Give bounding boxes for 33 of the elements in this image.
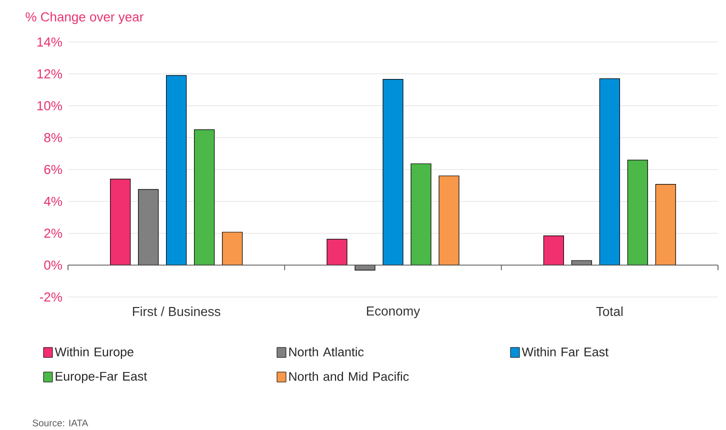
x-tick-label: Economy: [366, 306, 420, 318]
bar: [410, 163, 432, 266]
bar: [166, 75, 187, 266]
y-tick-label: 4%: [44, 196, 62, 206]
y-tick-label: 14%: [37, 37, 62, 47]
y-tick-label: 6%: [44, 164, 62, 174]
bar: [543, 235, 564, 266]
y-tick-label: 2%: [44, 228, 62, 238]
bar: [326, 238, 348, 266]
bar: [438, 176, 460, 266]
source-note: Source: IATA: [32, 420, 88, 426]
y-tick-label: 12%: [37, 69, 62, 78]
legend-label: Within Far East: [522, 347, 608, 356]
x-tick-label: First / Business: [132, 306, 220, 316]
bar: [382, 78, 404, 266]
bar: [599, 78, 620, 266]
legend-label: Within Europe: [54, 347, 134, 359]
x-tick-label: Total: [596, 306, 623, 316]
bar: [655, 184, 676, 266]
bar: [354, 264, 376, 271]
bar: [110, 178, 131, 266]
legend-label: North Atlantic: [289, 347, 364, 356]
bar: [222, 232, 243, 266]
bar: [138, 189, 159, 266]
y-tick-label: 8%: [44, 133, 62, 142]
bar: [194, 129, 215, 266]
y-tick-label: -2%: [40, 292, 62, 302]
y-axis-title: % Change over year: [26, 12, 144, 24]
y-tick-label: 10%: [37, 101, 62, 110]
legend-label: North and Mid Pacific: [289, 372, 409, 381]
y-tick-label: 0%: [44, 260, 62, 270]
bar: [627, 160, 648, 266]
legend-label: Europe-Far East: [56, 372, 148, 384]
